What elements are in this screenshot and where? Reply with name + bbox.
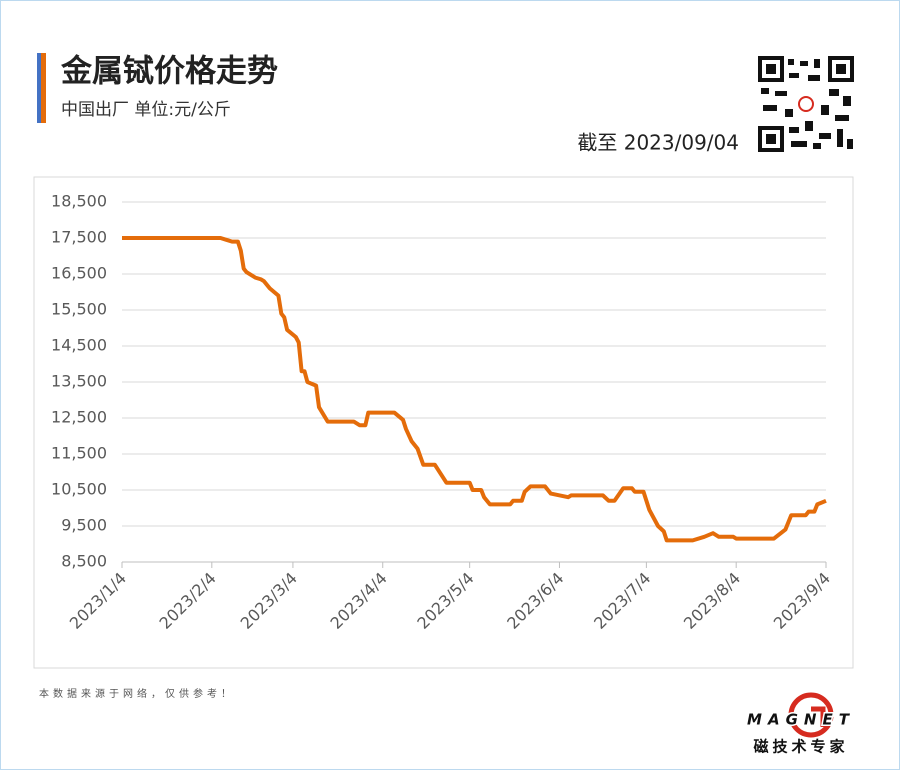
y-tick-label: 9,500 bbox=[61, 516, 107, 535]
y-tick-label: 17,500 bbox=[51, 228, 107, 247]
y-tick-label: 13,500 bbox=[51, 372, 107, 391]
date-note: 截至 2023/09/04 bbox=[577, 131, 739, 155]
brand-slogan: 磁技术专家 bbox=[753, 738, 848, 756]
y-tick-label: 11,500 bbox=[51, 444, 107, 463]
qr-code bbox=[758, 56, 854, 152]
source-note: 本数据来源于网络，仅供参考！ bbox=[39, 687, 235, 700]
y-tick-label: 18,500 bbox=[51, 192, 107, 211]
y-tick-label: 8,500 bbox=[61, 552, 107, 571]
y-tick-label: 12,500 bbox=[51, 408, 107, 427]
chart-title: 金属铽价格走势 bbox=[60, 54, 278, 90]
title-bar bbox=[37, 53, 41, 123]
title-bar bbox=[41, 53, 46, 123]
y-tick-label: 16,500 bbox=[51, 264, 107, 283]
y-tick-label: 10,500 bbox=[51, 480, 107, 499]
y-tick-label: 15,500 bbox=[51, 300, 107, 319]
brand: MAGNET bbox=[747, 711, 855, 729]
logo bbox=[788, 692, 834, 738]
chart-subtitle: 中国出厂 单位:元/公斤 bbox=[61, 100, 231, 120]
data-line bbox=[122, 236, 827, 543]
chart-frame bbox=[33, 176, 854, 669]
y-tick-label: 14,500 bbox=[51, 336, 107, 355]
